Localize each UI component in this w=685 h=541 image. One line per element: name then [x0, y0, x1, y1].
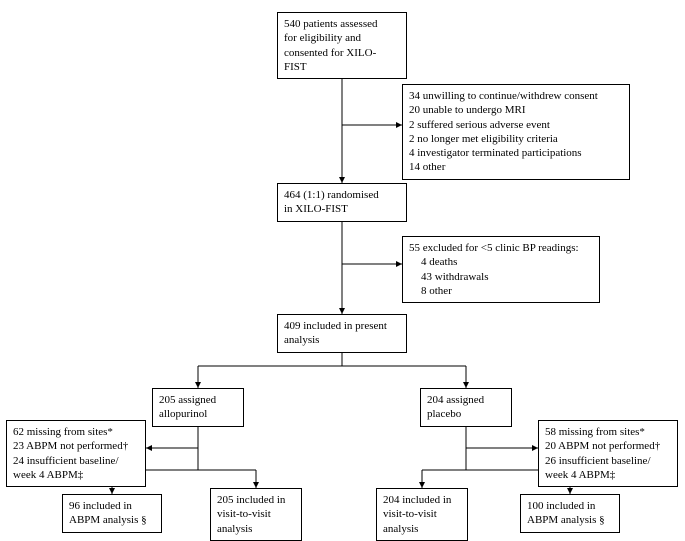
node-line: 23 ABPM not performed† [13, 439, 139, 453]
node-line: 62 missing from sites* [13, 425, 139, 439]
node-line: 205 included in [217, 493, 295, 507]
node-line: consented for XILO- [284, 46, 400, 60]
node-included: 409 included in presentanalysis [277, 314, 407, 353]
node-line: 58 missing from sites* [545, 425, 671, 439]
node-line: 14 other [409, 160, 623, 174]
node-abpm-allopurinol: 96 included inABPM analysis § [62, 494, 162, 533]
node-line: FIST [284, 60, 400, 74]
node-line: in XILO-FIST [284, 202, 400, 216]
node-line: 205 assigned [159, 393, 237, 407]
node-line: ABPM analysis § [527, 513, 613, 527]
node-randomised: 464 (1:1) randomisedin XILO-FIST [277, 183, 407, 222]
node-line: 2 no longer met eligibility criteria [409, 132, 623, 146]
node-line: 464 (1:1) randomised [284, 188, 400, 202]
node-line: 204 included in [383, 493, 461, 507]
node-line: 96 included in [69, 499, 155, 513]
node-exclusion-pre-rand: 34 unwilling to continue/withdrew consen… [402, 84, 630, 180]
node-line: 20 unable to undergo MRI [409, 103, 623, 117]
node-exclusion-bp: 55 excluded for <5 clinic BP readings:4 … [402, 236, 600, 303]
node-allopurinol: 205 assignedallopurinol [152, 388, 244, 427]
node-line: 540 patients assessed [284, 17, 400, 31]
node-line: 55 excluded for <5 clinic BP readings: [409, 241, 593, 255]
node-line: 20 ABPM not performed† [545, 439, 671, 453]
node-line: for eligibility and [284, 31, 400, 45]
node-assessed: 540 patients assessedfor eligibility and… [277, 12, 407, 79]
node-line: 4 investigator terminated participations [409, 146, 623, 160]
node-line: analysis [383, 522, 461, 536]
node-line: visit-to-visit [217, 507, 295, 521]
node-line: 204 assigned [427, 393, 505, 407]
node-line: placebo [427, 407, 505, 421]
node-line: 26 insufficient baseline/ [545, 454, 671, 468]
node-line: visit-to-visit [383, 507, 461, 521]
node-line: 409 included in present [284, 319, 400, 333]
node-line: analysis [217, 522, 295, 536]
node-line: 24 insufficient baseline/ [13, 454, 139, 468]
node-missing-allopurinol: 62 missing from sites*23 ABPM not perfor… [6, 420, 146, 487]
node-line: 4 deaths [409, 255, 593, 269]
node-line: 8 other [409, 284, 593, 298]
node-line: ABPM analysis § [69, 513, 155, 527]
node-placebo: 204 assignedplacebo [420, 388, 512, 427]
node-missing-placebo: 58 missing from sites*20 ABPM not perfor… [538, 420, 678, 487]
node-line: allopurinol [159, 407, 237, 421]
node-line: week 4 ABPM‡ [13, 468, 139, 482]
node-line: 43 withdrawals [409, 270, 593, 284]
node-line: 100 included in [527, 499, 613, 513]
node-line: 34 unwilling to continue/withdrew consen… [409, 89, 623, 103]
node-line: week 4 ABPM‡ [545, 468, 671, 482]
node-line: analysis [284, 333, 400, 347]
node-abpm-placebo: 100 included inABPM analysis § [520, 494, 620, 533]
node-line: 2 suffered serious adverse event [409, 118, 623, 132]
